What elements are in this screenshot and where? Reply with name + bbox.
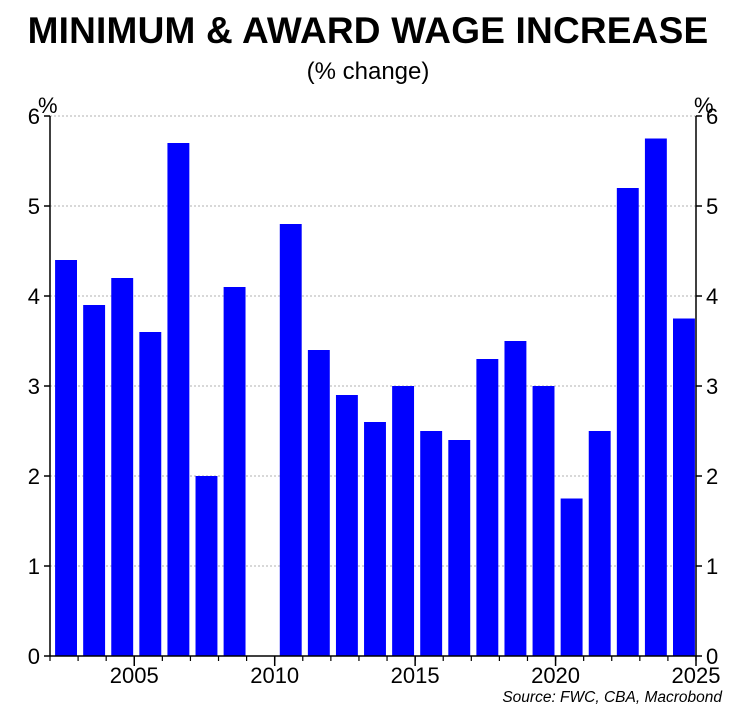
y-tick-label-left: 4	[28, 284, 40, 309]
x-tick-label: 2010	[250, 663, 299, 688]
y-tick-label-left: 5	[28, 194, 40, 219]
y-tick-label-right: 5	[706, 194, 718, 219]
bar-2012	[335, 395, 358, 656]
y-tick-label-left: 2	[28, 464, 40, 489]
bar-2022	[616, 188, 639, 656]
bar-2015	[420, 431, 443, 656]
source-note: Source: FWC, CBA, Macrobond	[502, 689, 722, 706]
bar-2010	[279, 224, 302, 656]
y-tick-label-left: 6	[28, 104, 40, 129]
y-tick-label-left: 3	[28, 374, 40, 399]
bar-2003	[83, 305, 106, 656]
y-tick-label-right: 6	[706, 104, 718, 129]
bar-2004	[111, 278, 134, 656]
bar-2013	[364, 422, 386, 656]
bar-2011	[307, 350, 330, 656]
y-tick-label-right: 1	[706, 554, 718, 579]
y-tick-label-right: 3	[706, 374, 718, 399]
x-tick-label: 2025	[672, 663, 721, 688]
left-axis-unit: %	[38, 93, 58, 118]
chart-title: MINIMUM & AWARD WAGE INCREASE	[27, 10, 709, 51]
y-tick-label-left: 1	[28, 554, 40, 579]
bar-2019	[532, 386, 555, 656]
y-tick-label-right: 2	[706, 464, 718, 489]
bar-2017	[476, 359, 499, 656]
bar-2005	[139, 332, 162, 656]
bar-2021	[588, 431, 611, 656]
bar-2023	[644, 138, 667, 656]
y-tick-label-right: 4	[706, 284, 718, 309]
bar-2020	[560, 498, 583, 656]
x-tick-label: 2005	[110, 663, 159, 688]
right-axis-unit: %	[694, 93, 714, 118]
y-tick-label-left: 0	[28, 644, 40, 669]
bar-2024	[673, 318, 695, 656]
bar-2006	[167, 143, 190, 656]
chart-subtitle: (% change)	[306, 58, 430, 85]
bar-2007	[195, 476, 218, 656]
bar-2018	[504, 341, 527, 656]
bar-2002	[55, 260, 77, 656]
x-tick-label: 2020	[531, 663, 580, 688]
bar-2016	[448, 440, 471, 656]
y-tick-label-right: 0	[706, 644, 718, 669]
bar-2014	[392, 386, 415, 656]
bar-2008	[223, 287, 246, 656]
x-tick-label: 2015	[391, 663, 440, 688]
